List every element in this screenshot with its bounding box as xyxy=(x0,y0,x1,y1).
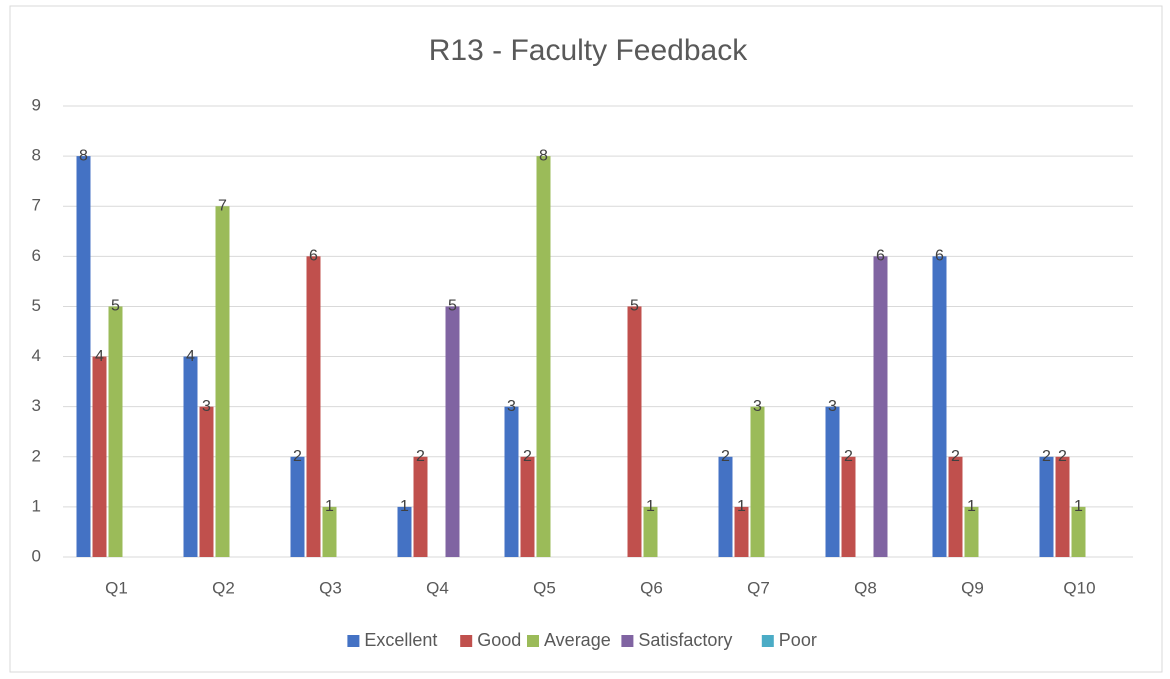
bar xyxy=(1071,506,1086,557)
bar xyxy=(948,456,963,557)
bar xyxy=(825,406,840,557)
data-label: 5 xyxy=(111,298,120,315)
chart-frame xyxy=(9,5,1163,673)
y-tick-label: 0 xyxy=(32,546,41,565)
bar xyxy=(627,306,642,557)
data-label: 1 xyxy=(400,498,409,515)
bar xyxy=(199,406,214,557)
x-tick-label: Q7 xyxy=(747,578,770,597)
y-tick-label: 9 xyxy=(32,95,41,114)
data-label: 8 xyxy=(539,147,548,164)
data-label: 1 xyxy=(1074,498,1083,515)
bar xyxy=(841,456,856,557)
bar xyxy=(718,456,733,557)
bar xyxy=(932,256,947,557)
data-label: 2 xyxy=(416,448,425,465)
data-label: 2 xyxy=(1042,448,1051,465)
legend-label: Good xyxy=(477,630,521,650)
data-label: 1 xyxy=(737,498,746,515)
bar xyxy=(183,356,198,557)
data-label: 2 xyxy=(293,448,302,465)
bar xyxy=(215,206,230,557)
chart-title: R13 - Faculty Feedback xyxy=(429,34,748,67)
data-label: 1 xyxy=(325,498,334,515)
legend-swatch xyxy=(460,635,473,647)
data-label: 7 xyxy=(218,197,227,214)
x-tick-label: Q6 xyxy=(640,578,663,597)
legend-swatch xyxy=(621,635,634,647)
data-label: 3 xyxy=(507,398,516,415)
x-tick-label: Q3 xyxy=(319,578,342,597)
bar xyxy=(536,156,551,557)
data-label: 2 xyxy=(721,448,730,465)
data-label: 4 xyxy=(95,348,104,365)
bar xyxy=(108,306,123,557)
data-label: 4 xyxy=(186,348,195,365)
legend-swatch xyxy=(347,635,360,647)
data-label: 2 xyxy=(951,448,960,465)
data-label: 3 xyxy=(828,398,837,415)
bar xyxy=(290,456,305,557)
data-label: 2 xyxy=(1058,448,1067,465)
data-label: 6 xyxy=(876,248,885,265)
x-tick-label: Q5 xyxy=(533,578,556,597)
bar xyxy=(92,356,107,557)
y-tick-label: 3 xyxy=(32,396,41,415)
legend-label: Poor xyxy=(779,630,817,650)
bar xyxy=(734,506,749,557)
bar xyxy=(413,456,428,557)
data-label: 6 xyxy=(935,248,944,265)
bar xyxy=(1055,456,1070,557)
legend-label: Average xyxy=(544,630,611,650)
bar xyxy=(76,156,91,557)
y-tick-label: 8 xyxy=(32,146,41,165)
legend-swatch xyxy=(527,635,539,647)
y-tick-label: 4 xyxy=(32,346,41,365)
bar xyxy=(520,456,535,557)
data-label: 5 xyxy=(448,298,457,315)
bar xyxy=(504,406,519,557)
data-label: 1 xyxy=(646,498,655,515)
x-tick-label: Q8 xyxy=(854,578,877,597)
data-label: 2 xyxy=(844,448,853,465)
y-tick-label: 7 xyxy=(32,196,41,215)
bar xyxy=(322,506,337,557)
bar xyxy=(750,406,765,557)
bar xyxy=(306,256,321,557)
y-tick-label: 6 xyxy=(32,246,41,265)
legend-label: Satisfactory xyxy=(638,630,732,650)
bar xyxy=(873,256,888,557)
x-tick-label: Q2 xyxy=(212,578,235,597)
bar xyxy=(643,506,658,557)
bar xyxy=(397,506,412,557)
y-tick-label: 5 xyxy=(32,296,41,315)
x-tick-label: Q4 xyxy=(426,578,449,597)
legend-swatch xyxy=(761,635,774,647)
y-tick-label: 2 xyxy=(32,446,41,465)
x-tick-label: Q1 xyxy=(105,578,128,597)
data-label: 6 xyxy=(309,248,318,265)
y-tick-label: 1 xyxy=(32,496,41,515)
x-tick-label: Q10 xyxy=(1063,578,1095,597)
data-label: 1 xyxy=(967,498,976,515)
data-label: 3 xyxy=(202,398,211,415)
x-tick-label: Q9 xyxy=(961,578,984,597)
data-label: 8 xyxy=(79,147,88,164)
data-label: 2 xyxy=(523,448,532,465)
bar xyxy=(445,306,460,557)
data-label: 5 xyxy=(630,298,639,315)
bar xyxy=(1039,456,1054,557)
bar xyxy=(964,506,979,557)
data-label: 3 xyxy=(753,398,762,415)
legend-label: Excellent xyxy=(364,630,437,650)
